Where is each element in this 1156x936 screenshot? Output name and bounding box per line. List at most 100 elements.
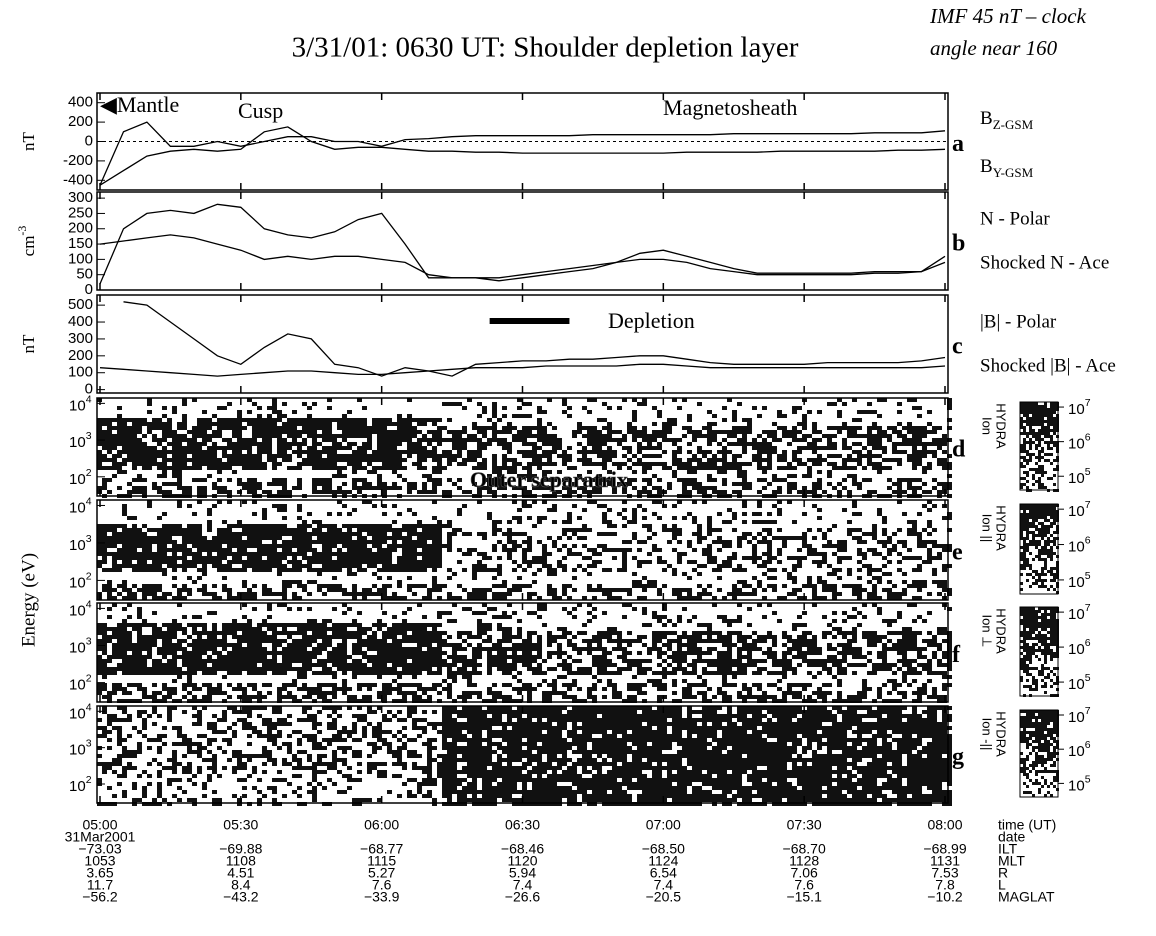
spectrogram-cell	[607, 548, 612, 552]
spectrogram-cell	[252, 422, 257, 426]
spectrogram-cell	[517, 564, 522, 568]
spectrogram-cell	[872, 426, 877, 430]
spectrogram-cell	[327, 418, 332, 422]
spectrogram-cell	[307, 536, 312, 540]
spectrogram-cell	[432, 536, 437, 540]
colorbar-cell	[1050, 540, 1053, 543]
spectrogram-cell	[107, 592, 112, 596]
spectrogram-cell	[237, 536, 242, 540]
spectrogram-cell	[227, 540, 232, 544]
spectrogram-cell	[302, 442, 307, 446]
spectrogram-cell	[342, 426, 347, 430]
spectrogram-cell	[327, 544, 332, 548]
colorbar-cell	[1038, 522, 1041, 525]
spectrogram-cell	[427, 490, 432, 494]
spectrogram-cell	[377, 544, 382, 548]
spectrogram-cell	[517, 486, 522, 490]
colorbar-cell	[1050, 447, 1053, 450]
spectrogram-cell	[227, 422, 232, 426]
colorbar-cell	[1044, 534, 1047, 537]
spectrogram-cell	[777, 426, 782, 430]
colorbar-tick-label-exp: 6	[1085, 534, 1091, 546]
spectrogram-cell	[227, 631, 232, 635]
spectrogram-cell	[252, 667, 257, 671]
spectrogram-cell	[257, 426, 262, 430]
spectrogram-cell	[872, 552, 877, 556]
spectrogram-cell	[607, 454, 612, 458]
spectrogram-cell	[792, 406, 797, 410]
spectrogram-cell	[307, 512, 312, 516]
spectrogram-cell	[277, 524, 282, 528]
spectrogram-cell	[97, 564, 102, 568]
spectrogram-cell	[222, 588, 227, 592]
spectrogram-cell	[547, 564, 552, 568]
spectrogram-cell	[877, 512, 882, 516]
spectrogram-cell	[97, 486, 102, 490]
spectrogram-cell	[172, 548, 177, 552]
spectrogram-cell	[937, 584, 942, 588]
spectrogram-cell	[107, 536, 112, 540]
spectrogram-cell	[647, 454, 652, 458]
y-tick-label: 104	[69, 393, 92, 414]
spectrogram-cell	[297, 454, 302, 458]
spectrogram-cell	[857, 486, 862, 490]
spectrogram-cell	[592, 596, 597, 600]
spectrogram-cell	[507, 466, 512, 470]
spectrogram-cell	[247, 592, 252, 596]
spectrogram-cell	[187, 667, 192, 671]
spectrogram-cell	[237, 544, 242, 548]
spectrogram-cell	[247, 552, 252, 556]
spectrogram-cell	[862, 552, 867, 556]
spectrogram-cell	[162, 474, 167, 478]
colorbar-cell	[1044, 405, 1047, 408]
spectrogram-cell	[717, 458, 722, 462]
spectrogram-cell	[397, 438, 402, 442]
spectrogram-cell	[817, 446, 822, 450]
spectrogram-cell	[187, 536, 192, 540]
panel-letter: c	[952, 334, 963, 360]
spectrogram-cell	[167, 422, 172, 426]
spectrogram-cell	[677, 500, 682, 504]
legend-entry: Shocked N - Ace	[980, 252, 1109, 273]
spectrogram-cell	[872, 528, 877, 532]
colorbar-cell	[1050, 507, 1053, 510]
spectrogram-cell	[832, 454, 837, 458]
spectrogram-cell	[817, 454, 822, 458]
spectrogram-cell	[857, 426, 862, 430]
colorbar-cell	[1020, 525, 1023, 528]
spectrogram-cell	[577, 430, 582, 434]
spectrogram-cell	[102, 548, 107, 552]
spectrogram-cell	[397, 564, 402, 568]
spectrogram-cell	[212, 466, 217, 470]
spectrogram-cell	[307, 458, 312, 462]
colorbar-tick-label-base: 10	[1068, 539, 1085, 556]
colorbar-cell	[1020, 411, 1023, 414]
spectrogram-cell	[252, 643, 257, 647]
spectrogram-cell	[162, 639, 167, 643]
colorbar-cell	[1047, 525, 1050, 528]
spectrogram-cell	[517, 584, 522, 588]
spectrogram-cell	[117, 639, 122, 643]
spectrogram-cell	[262, 536, 267, 540]
spectrogram-cell	[232, 426, 237, 430]
spectrogram-cell	[257, 446, 262, 450]
spectrogram-cell	[127, 556, 132, 560]
spectrogram-cell	[727, 434, 732, 438]
spectrogram-cell	[902, 556, 907, 560]
spectrogram-cell	[602, 592, 607, 596]
colorbar-cell	[1044, 441, 1047, 444]
spectrogram-cell	[917, 450, 922, 454]
spectrogram-cell	[717, 450, 722, 454]
spectrogram-cell	[757, 458, 762, 462]
spectrogram-cell	[477, 438, 482, 442]
spectrogram-cell	[207, 520, 212, 524]
spectrogram-cell	[232, 627, 237, 631]
spectrogram-cell	[707, 544, 712, 548]
spectrogram-cell	[857, 418, 862, 422]
spectrogram-cell	[247, 655, 252, 659]
spectrogram-cell	[432, 552, 437, 556]
spectrogram-cell	[137, 635, 142, 639]
spectrogram-cell	[297, 486, 302, 490]
spectrogram-cell	[172, 544, 177, 548]
spectrogram-cell	[222, 576, 227, 580]
